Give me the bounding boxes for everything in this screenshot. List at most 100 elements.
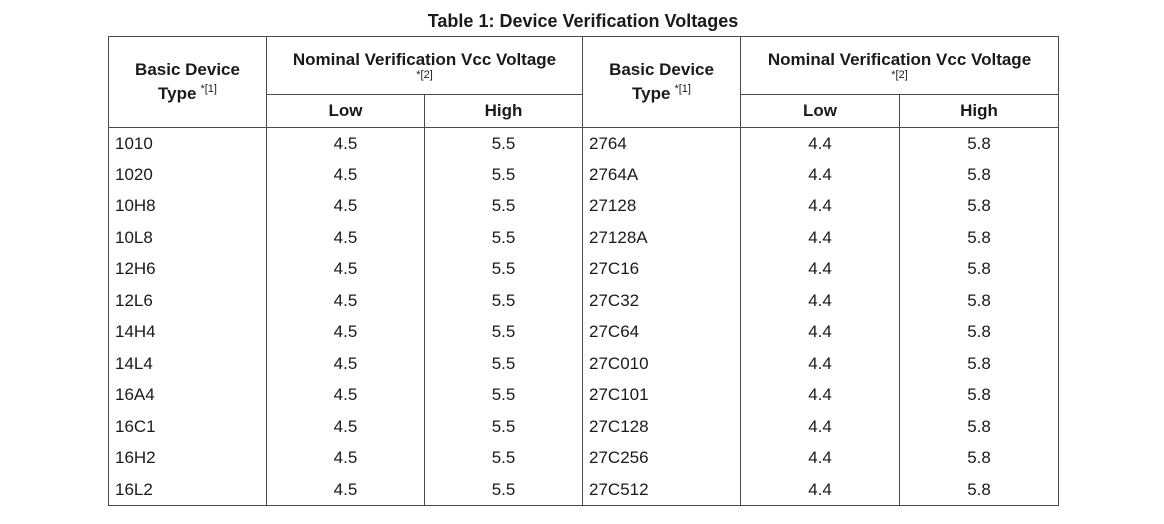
device-type-cell-right: 27C512 xyxy=(582,474,742,506)
nominal-voltage-header-right: Nominal Verification Vcc Voltage *[2] xyxy=(740,36,1060,95)
nominal-voltage-header-left: Nominal Verification Vcc Voltage *[2] xyxy=(265,36,584,95)
low-voltage-cell-left: 4.5 xyxy=(266,316,425,348)
low-voltage-cell-left: 4.5 xyxy=(266,379,425,411)
device-type-cell-right: 27C32 xyxy=(582,285,742,317)
high-voltage-cell-right: 5.8 xyxy=(899,379,1060,411)
table-row: 16H2 4.5 5.5 27C256 4.4 5.8 xyxy=(108,442,1060,474)
high-voltage-cell-left: 5.5 xyxy=(423,253,584,285)
high-voltage-cell-left: 5.5 xyxy=(423,316,584,348)
device-type-cell-right: 27C010 xyxy=(582,348,742,380)
low-voltage-cell-left: 4.5 xyxy=(266,411,425,443)
table-row: 14L4 4.5 5.5 27C010 4.4 5.8 xyxy=(108,348,1060,380)
low-voltage-cell-right: 4.4 xyxy=(740,222,901,254)
high-voltage-cell-left: 5.5 xyxy=(423,159,584,191)
device-type-cell-right: 27C256 xyxy=(582,442,742,474)
high-voltage-cell-right: 5.8 xyxy=(899,411,1060,443)
nominal-voltage-label: Nominal Verification Vcc Voltage xyxy=(292,50,557,69)
low-voltage-cell-right: 4.4 xyxy=(740,127,901,159)
basic-device-type-label-line1: Basic Device xyxy=(609,60,714,79)
high-voltage-cell-left: 5.5 xyxy=(423,411,584,443)
high-voltage-cell-left: 5.5 xyxy=(423,222,584,254)
footnote-ref-2: *[2] xyxy=(416,69,433,81)
low-voltage-cell-right: 4.4 xyxy=(740,379,901,411)
basic-device-type-label-line1: Basic Device xyxy=(135,60,240,79)
device-type-cell-left: 10L8 xyxy=(108,222,267,254)
basic-device-type-header-right: Basic Device Type *[1] xyxy=(582,36,742,128)
low-header-left: Low xyxy=(266,94,425,128)
device-type-cell-right: 27C101 xyxy=(582,379,742,411)
device-type-cell-right: 2764A xyxy=(582,159,742,191)
device-type-cell-right: 27C64 xyxy=(582,316,742,348)
device-type-cell-left: 16A4 xyxy=(108,379,267,411)
device-type-cell-left: 14H4 xyxy=(108,316,267,348)
table-row: 10L8 4.5 5.5 27128A 4.4 5.8 xyxy=(108,222,1060,254)
low-voltage-cell-right: 4.4 xyxy=(740,442,901,474)
device-type-cell-left: 1020 xyxy=(108,159,267,191)
footnote-ref-1: *[1] xyxy=(674,83,691,96)
device-type-cell-left: 10H8 xyxy=(108,190,267,222)
low-voltage-cell-left: 4.5 xyxy=(266,474,425,506)
low-voltage-cell-left: 4.5 xyxy=(266,190,425,222)
low-voltage-cell-right: 4.4 xyxy=(740,159,901,191)
low-voltage-cell-right: 4.4 xyxy=(740,411,901,443)
high-voltage-cell-left: 5.5 xyxy=(423,379,584,411)
basic-device-type-header-left: Basic Device Type *[1] xyxy=(108,36,267,128)
high-voltage-cell-right: 5.8 xyxy=(899,348,1060,380)
device-type-cell-right: 2764 xyxy=(582,127,742,159)
high-voltage-cell-left: 5.5 xyxy=(423,285,584,317)
high-voltage-cell-right: 5.8 xyxy=(899,253,1060,285)
device-type-cell-left: 1010 xyxy=(108,127,267,159)
high-voltage-cell-right: 5.8 xyxy=(899,442,1060,474)
low-voltage-cell-right: 4.4 xyxy=(740,285,901,317)
device-type-cell-right: 27C16 xyxy=(582,253,742,285)
basic-device-type-label-line2: Type xyxy=(632,84,671,103)
high-voltage-cell-left: 5.5 xyxy=(423,474,584,506)
low-voltage-cell-left: 4.5 xyxy=(266,348,425,380)
high-voltage-cell-right: 5.8 xyxy=(899,222,1060,254)
low-voltage-cell-left: 4.5 xyxy=(266,442,425,474)
high-voltage-cell-right: 5.8 xyxy=(899,316,1060,348)
high-voltage-cell-right: 5.8 xyxy=(899,190,1060,222)
footnote-ref-2: *[2] xyxy=(891,69,908,81)
table-row: 12L6 4.5 5.5 27C32 4.4 5.8 xyxy=(108,285,1060,317)
basic-device-type-label-line2: Type xyxy=(158,84,197,103)
device-type-cell-left: 14L4 xyxy=(108,348,267,380)
table-row: 16A4 4.5 5.5 27C101 4.4 5.8 xyxy=(108,379,1060,411)
device-type-cell-right: 27128 xyxy=(582,190,742,222)
low-voltage-cell-right: 4.4 xyxy=(740,474,901,506)
nominal-voltage-label: Nominal Verification Vcc Voltage xyxy=(767,50,1032,69)
low-voltage-cell-right: 4.4 xyxy=(740,316,901,348)
high-voltage-cell-right: 5.8 xyxy=(899,285,1060,317)
high-header-left: High xyxy=(423,94,584,128)
device-type-cell-left: 12L6 xyxy=(108,285,267,317)
table-row: 1010 4.5 5.5 2764 4.4 5.8 xyxy=(108,127,1060,159)
low-voltage-cell-left: 4.5 xyxy=(266,159,425,191)
high-voltage-cell-right: 5.8 xyxy=(899,127,1060,159)
device-verification-voltages-table: Basic Device Type *[1] Nominal Verificati… xyxy=(108,36,1060,506)
device-type-cell-left: 16C1 xyxy=(108,411,267,443)
low-voltage-cell-right: 4.4 xyxy=(740,348,901,380)
footnote-ref-1: *[1] xyxy=(200,83,217,96)
table-row: 1020 4.5 5.5 2764A 4.4 5.8 xyxy=(108,159,1060,191)
high-voltage-cell-right: 5.8 xyxy=(899,159,1060,191)
device-type-cell-right: 27C128 xyxy=(582,411,742,443)
low-voltage-cell-left: 4.5 xyxy=(266,253,425,285)
high-voltage-cell-left: 5.5 xyxy=(423,190,584,222)
high-header-right: High xyxy=(899,94,1060,128)
high-voltage-cell-left: 5.5 xyxy=(423,127,584,159)
high-voltage-cell-right: 5.8 xyxy=(899,474,1060,506)
device-type-cell-left: 12H6 xyxy=(108,253,267,285)
table-body: 1010 4.5 5.5 2764 4.4 5.8 1020 4.5 5.5 2764A 4.4 5.… xyxy=(108,127,1060,506)
low-voltage-cell-right: 4.4 xyxy=(740,253,901,285)
low-voltage-cell-left: 4.5 xyxy=(266,285,425,317)
high-voltage-cell-left: 5.5 xyxy=(423,442,584,474)
device-type-cell-left: 16H2 xyxy=(108,442,267,474)
low-voltage-cell-left: 4.5 xyxy=(266,222,425,254)
table-row: 10H8 4.5 5.5 27128 4.4 5.8 xyxy=(108,190,1060,222)
table-row: 14H4 4.5 5.5 27C64 4.4 5.8 xyxy=(108,316,1060,348)
device-type-cell-right: 27128A xyxy=(582,222,742,254)
table-row: 16L2 4.5 5.5 27C512 4.4 5.8 xyxy=(108,474,1060,506)
low-voltage-cell-right: 4.4 xyxy=(740,190,901,222)
table-row: 16C1 4.5 5.5 27C128 4.4 5.8 xyxy=(108,411,1060,443)
table-row: 12H6 4.5 5.5 27C16 4.4 5.8 xyxy=(108,253,1060,285)
